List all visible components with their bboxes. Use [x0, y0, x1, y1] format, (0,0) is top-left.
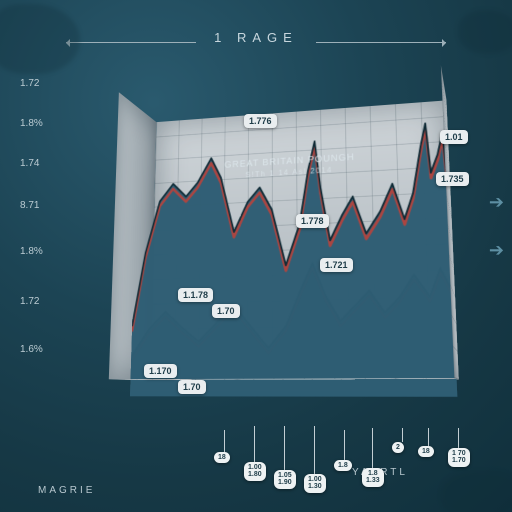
value-callout: 1.735	[436, 172, 469, 186]
floor-tag: 1.001.80	[244, 462, 266, 481]
ytick: 1.72	[20, 296, 39, 307]
trend-arrow-icon: ➔	[489, 192, 504, 213]
ytick: 1.8%	[20, 246, 43, 257]
chart-subtitle: GREAT BRITAIN POUNGH S!Th 1 14 Asl 2014	[224, 152, 355, 180]
value-callout: 1.70	[178, 380, 206, 394]
floor-tag: 1.81.33	[362, 468, 384, 487]
ytick: 1.8%	[20, 118, 43, 129]
ytick: 1.6%	[20, 344, 43, 355]
floor-tag: 2	[392, 442, 404, 453]
chart-3d-box: GREAT BRITAIN POUNGH S!Th 1 14 Asl 2014	[79, 63, 491, 476]
ytick: 8.71	[20, 200, 39, 211]
value-callout: 1.776	[244, 114, 277, 128]
ytick: 1.74	[20, 158, 39, 169]
value-callout: 1.1.78	[178, 288, 213, 302]
value-callout: 1.170	[144, 364, 177, 378]
value-callout: 1.721	[320, 258, 353, 272]
value-callout: 1.01	[440, 130, 468, 144]
back-wall	[150, 100, 459, 380]
ytick: 1.72	[20, 78, 39, 89]
floor-tag: 18	[418, 446, 434, 457]
right-wall	[441, 65, 459, 379]
trend-arrow-icon: ➔	[489, 240, 504, 261]
x-label-left: MAGRIE	[38, 485, 95, 496]
floor-tag: 1 701.70	[448, 448, 470, 467]
floor	[109, 378, 459, 380]
floor-tag: 1.051.90	[274, 470, 296, 489]
ridgeline-series	[130, 84, 458, 399]
floor-tag: 1.001.30	[304, 474, 326, 493]
floor-tag: 1.8	[334, 460, 352, 471]
floor-tag: 18	[214, 452, 230, 463]
value-callout: 1.70	[212, 304, 240, 318]
value-callout: 1.778	[296, 214, 329, 228]
left-wall	[109, 92, 157, 380]
